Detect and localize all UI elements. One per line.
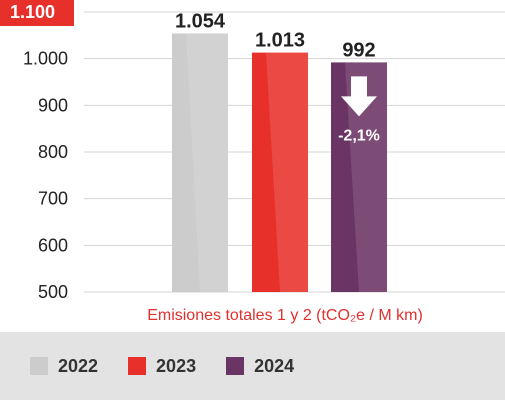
data-label: 992 xyxy=(342,39,375,61)
highlighted-tick-background xyxy=(0,0,74,26)
legend-item-2024: 2024 xyxy=(226,356,294,377)
legend-label: 2024 xyxy=(254,355,295,376)
legend-swatch xyxy=(128,357,147,375)
data-label: 1.013 xyxy=(255,30,305,52)
bars xyxy=(172,33,387,293)
y-tick-label: 800 xyxy=(38,142,68,162)
change-percent-label: -2,1% xyxy=(338,127,380,144)
down-arrow-icon xyxy=(341,76,377,117)
change-annotation: -2,1% xyxy=(338,76,380,144)
y-tick-label: 700 xyxy=(38,189,68,209)
y-tick-label: 500 xyxy=(38,282,68,302)
x-axis-title: Emisiones totales 1 y 2 (tCO₂e / M km) xyxy=(147,307,423,324)
bar-sheen xyxy=(345,62,387,293)
legend-label: 2022 xyxy=(58,355,99,376)
bar-2023 xyxy=(252,52,308,292)
legend-swatch xyxy=(30,357,48,375)
y-tick-label: 1.000 xyxy=(23,49,68,69)
y-tick-label: 1.100 xyxy=(10,2,55,22)
bar-sheen xyxy=(186,33,228,292)
data-label: 1.054 xyxy=(175,10,226,32)
legend-item-2023: 2023 xyxy=(128,356,196,377)
y-axis: 500 600 700 800 900 1.000 1.100 xyxy=(0,0,74,302)
y-tick-label: 600 xyxy=(38,235,68,255)
legend-label: 2023 xyxy=(156,355,197,376)
legend-item-2022: 2022 xyxy=(30,356,98,377)
data-labels: 1.054 1.013 992 xyxy=(175,10,376,61)
bar-2022 xyxy=(172,33,228,292)
legend-swatch xyxy=(226,357,245,375)
y-tick-label: 900 xyxy=(38,95,68,115)
legend: 2022 2023 2024 xyxy=(0,332,505,400)
bar-sheen xyxy=(266,52,308,292)
